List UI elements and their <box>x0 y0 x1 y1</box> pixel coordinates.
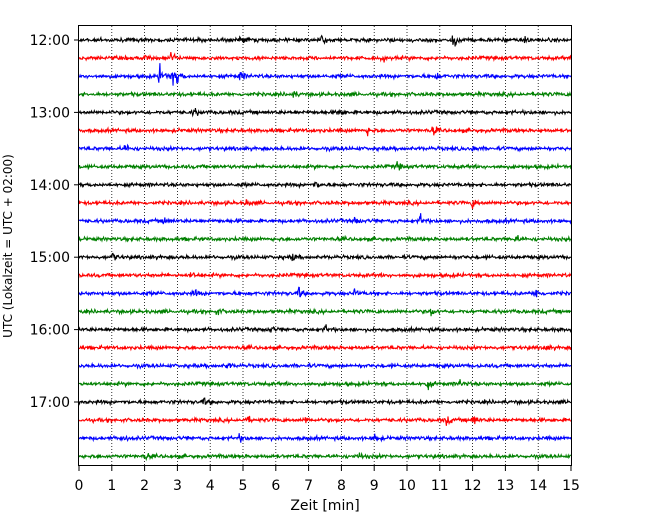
x-tick-label: 8 <box>337 478 346 494</box>
trace-15-30 <box>78 286 572 298</box>
trace-12-30 <box>78 63 572 86</box>
y-tick-label: 17:00 <box>30 395 70 411</box>
trace-15-00 <box>78 252 572 262</box>
trace-17-00 <box>78 397 572 407</box>
x-tick-label: 3 <box>173 478 182 494</box>
trace-14-00 <box>78 180 572 190</box>
x-tick-label: 1 <box>107 478 116 494</box>
x-tick-label: 12 <box>464 478 482 494</box>
x-tick-label: 6 <box>271 478 280 494</box>
y-tick-label: 13:00 <box>30 105 70 121</box>
trace-13-15 <box>78 126 572 137</box>
x-tick-label: 14 <box>529 478 547 494</box>
trace-15-45 <box>78 307 572 317</box>
y-axis-label: UTC (Lokalzeit = UTC + 02:00) <box>1 154 15 338</box>
x-tick-label: 2 <box>140 478 149 494</box>
trace-15-15 <box>78 270 572 280</box>
trace-17-15 <box>78 415 572 426</box>
trace-14-30 <box>78 213 572 226</box>
trace-16-00 <box>78 324 572 334</box>
x-tick-label: 10 <box>398 478 416 494</box>
y-tick-label: 14:00 <box>30 178 70 194</box>
x-tick-label: 4 <box>206 478 215 494</box>
y-tick-label: 16:00 <box>30 323 70 339</box>
plot-frame <box>78 25 572 466</box>
x-axis-ticks: 0 1 2 3 4 5 6 7 8 9 10 11 12 13 14 15 <box>75 466 580 494</box>
x-tick-label: 9 <box>370 478 379 494</box>
x-tick-label: 5 <box>239 478 248 494</box>
trace-14-45 <box>78 234 572 243</box>
vertical-grid <box>111 26 539 466</box>
trace-12-00 <box>78 34 572 47</box>
x-tick-label: 7 <box>304 478 313 494</box>
y-tick-label: 15:00 <box>30 250 70 266</box>
trace-13-30 <box>78 143 572 153</box>
x-tick-label: 0 <box>75 478 84 494</box>
trace-16-45 <box>78 379 572 391</box>
trace-17-45 <box>78 451 572 462</box>
trace-13-00 <box>78 107 572 118</box>
x-tick-label: 15 <box>562 478 580 494</box>
y-tick-label: 12:00 <box>30 33 70 49</box>
trace-12-15 <box>78 52 572 63</box>
seismogram-traces <box>78 34 572 462</box>
x-tick-label: 13 <box>496 478 514 494</box>
trace-14-15 <box>78 198 572 210</box>
trace-17-30 <box>78 433 572 443</box>
trace-13-45 <box>78 161 572 171</box>
trace-16-30 <box>78 361 572 370</box>
x-tick-label: 11 <box>431 478 449 494</box>
trace-12-45 <box>78 90 572 99</box>
trace-16-15 <box>78 343 572 352</box>
y-axis-ticks: 12:00 13:00 14:00 15:00 16:00 17:00 <box>30 33 79 411</box>
x-axis-label: Zeit [min] <box>290 498 359 514</box>
